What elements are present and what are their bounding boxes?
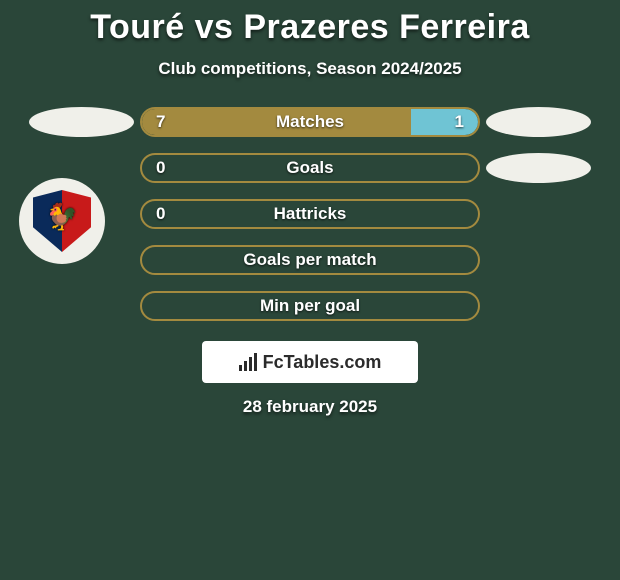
stat-bar: Min per goal [140,291,480,321]
stat-value-right: 1 [455,112,464,132]
stat-label: Hattricks [142,204,478,224]
brand-text: FcTables.com [263,352,382,373]
stat-label: Min per goal [142,296,478,316]
bar-fill-left [142,109,411,135]
stat-row: 71Matches [0,107,620,137]
player-oval-right [486,153,591,183]
club-badge-left: 🐓 [19,178,105,264]
brand-badge: FcTables.com [202,341,418,383]
stat-bar: 71Matches [140,107,480,137]
rooster-icon: 🐓 [46,202,78,233]
stat-value-left: 0 [156,204,165,224]
stat-label: Goals per match [142,250,478,270]
stat-bar: Goals per match [140,245,480,275]
page-title: Touré vs Prazeres Ferreira [90,8,530,47]
stat-label: Goals [142,158,478,178]
stat-row: 0Goals [0,153,620,183]
stat-value-left: 0 [156,158,165,178]
stat-bar: 0Hattricks [140,199,480,229]
page-subtitle: Club competitions, Season 2024/2025 [158,59,461,79]
bar-fill-right [411,109,478,135]
stat-row: Min per goal [0,291,620,321]
page-date: 28 february 2025 [243,397,377,417]
player-oval-left [29,107,134,137]
stat-value-left: 7 [156,112,165,132]
bars-icon [239,353,257,371]
shield-icon: 🐓 [33,190,91,252]
stat-bar: 0Goals [140,153,480,183]
player-oval-right [486,107,591,137]
